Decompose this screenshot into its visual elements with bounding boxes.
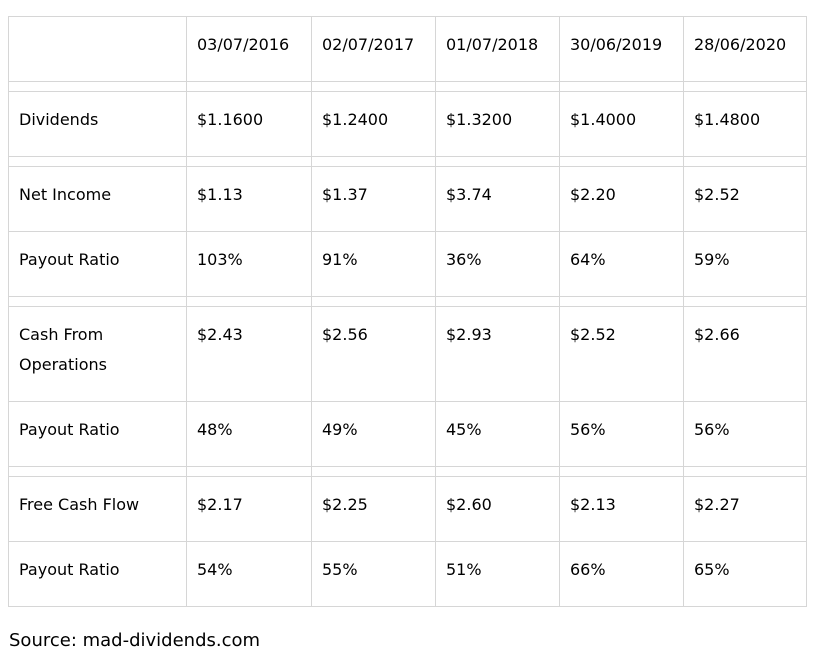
table-body: 03/07/2016 02/07/2017 01/07/2018 30/06/2… [8,16,807,607]
row-label: Cash From Operations [8,306,187,402]
cell: $2.52 [559,306,684,402]
cell: 56% [683,401,807,467]
column-header-date-3: 01/07/2018 [435,16,560,82]
cell: 64% [559,231,684,297]
table-row-net-income: Net Income $1.13 $1.37 $3.74 $2.20 $2.52 [8,166,807,232]
cell: $1.2400 [311,91,436,157]
header-empty-cell [8,16,187,82]
cell: $2.27 [683,476,807,542]
cell: 55% [311,541,436,607]
cell: $2.60 [435,476,560,542]
cell: $2.56 [311,306,436,402]
source-caption: Source: mad-dividends.com [9,630,261,651]
column-header-date-2: 02/07/2017 [311,16,436,82]
cell: 45% [435,401,560,467]
cell: $1.4000 [559,91,684,157]
cell: 51% [435,541,560,607]
cell: 91% [311,231,436,297]
row-label: Dividends [8,91,187,157]
column-header-date-4: 30/06/2019 [559,16,684,82]
cell: $2.13 [559,476,684,542]
row-label: Net Income [8,166,187,232]
dividend-safety-table: 03/07/2016 02/07/2017 01/07/2018 30/06/2… [8,16,807,607]
cell: $1.4800 [683,91,807,157]
row-label: Free Cash Flow [8,476,187,542]
cell: $3.74 [435,166,560,232]
cell: 48% [186,401,312,467]
cell: $2.20 [559,166,684,232]
cell: $2.93 [435,306,560,402]
cell: 65% [683,541,807,607]
cell: $1.1600 [186,91,312,157]
cell: 56% [559,401,684,467]
table-row-net-income-payout-ratio: Payout Ratio 103% 91% 36% 64% 59% [8,231,807,297]
cell: 66% [559,541,684,607]
row-label: Payout Ratio [8,231,187,297]
cell: 59% [683,231,807,297]
cell: $2.52 [683,166,807,232]
row-label: Payout Ratio [8,541,187,607]
spacer-row [8,81,807,92]
cell: $1.13 [186,166,312,232]
cell: 36% [435,231,560,297]
cell: $2.25 [311,476,436,542]
cell: $2.66 [683,306,807,402]
table-row-fcf-payout-ratio: Payout Ratio 54% 55% 51% 66% 65% [8,541,807,607]
table-row-free-cash-flow: Free Cash Flow $2.17 $2.25 $2.60 $2.13 $… [8,476,807,542]
spacer-row [8,466,807,477]
column-header-date-1: 03/07/2016 [186,16,312,82]
cell: $1.3200 [435,91,560,157]
cell: $1.37 [311,166,436,232]
cell: $2.17 [186,476,312,542]
spacer-row [8,296,807,307]
table-header-row: 03/07/2016 02/07/2017 01/07/2018 30/06/2… [8,16,807,82]
cell: 49% [311,401,436,467]
row-label: Payout Ratio [8,401,187,467]
table-row-dividends: Dividends $1.1600 $1.2400 $1.3200 $1.400… [8,91,807,157]
cell: $2.43 [186,306,312,402]
cell: 54% [186,541,312,607]
spacer-row [8,156,807,167]
table-row-cfo-payout-ratio: Payout Ratio 48% 49% 45% 56% 56% [8,401,807,467]
table-row-cash-from-operations: Cash From Operations $2.43 $2.56 $2.93 $… [8,306,807,402]
column-header-date-5: 28/06/2020 [683,16,807,82]
cell: 103% [186,231,312,297]
